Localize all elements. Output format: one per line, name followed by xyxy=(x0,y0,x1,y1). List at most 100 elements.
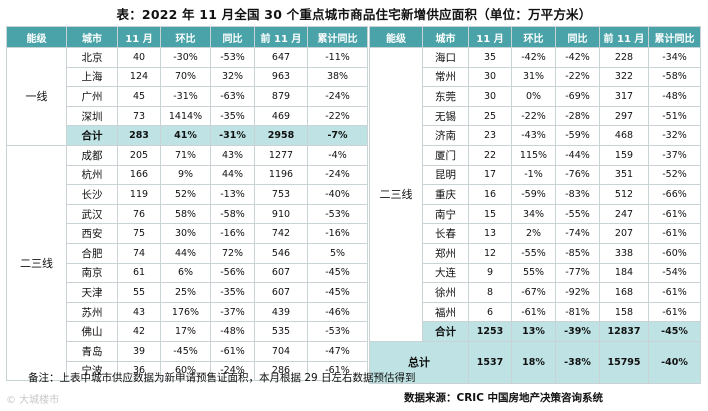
nov-value-cell: 1253 xyxy=(468,321,512,342)
ytd-yoy-cell: -54% xyxy=(648,262,701,284)
yoy-cell: -35% xyxy=(210,282,255,303)
table-row: 合肥 74 44% 72% 546 5% xyxy=(7,242,368,264)
city-cell: 常州 xyxy=(422,66,469,88)
city-cell: 郑州 xyxy=(422,242,469,264)
table-row: 重庆 16 -59% -83% 512 -66% xyxy=(370,184,701,205)
nov-value-cell: 12 xyxy=(468,242,512,264)
city-cell: 西安 xyxy=(66,223,118,244)
data-source: 数据来源：CRIC 中国房地产决策咨询系统 xyxy=(404,392,604,404)
city-cell: 合计 xyxy=(422,321,469,342)
table-row: 长春 13 2% -74% 207 -61% xyxy=(370,223,701,244)
header-row: 能级 城市 11 月环比 同比前 11 月累计同比 xyxy=(369,26,701,48)
ytd-value-cell: 207 xyxy=(599,223,649,244)
header-row: 能级 城市 11 月环比 同比前 11 月累计同比 xyxy=(6,26,368,48)
ytd-yoy-cell: -11% xyxy=(307,47,368,68)
ytd-value-cell: 546 xyxy=(254,242,308,264)
ytd-value-cell: 351 xyxy=(599,164,649,186)
city-cell: 重庆 xyxy=(422,184,469,205)
table-row: 上海 124 70% 32% 963 38% xyxy=(7,66,368,88)
ytd-yoy-cell: -52% xyxy=(648,164,701,186)
nov-value-cell: 40 xyxy=(117,47,161,68)
city-cell: 厦门 xyxy=(422,144,469,166)
nov-value-cell: 43 xyxy=(117,301,161,323)
ytd-value-cell: 607 xyxy=(254,262,308,284)
ytd-yoy-cell: 5% xyxy=(307,242,368,264)
nov-value-cell: 30 xyxy=(468,66,512,88)
ytd-yoy-cell: -24% xyxy=(307,86,368,107)
mom-cell: -59% xyxy=(511,184,556,205)
mom-cell: -1% xyxy=(511,164,556,186)
yoy-cell: -59% xyxy=(555,125,600,146)
mom-cell: 55% xyxy=(511,262,556,284)
ytd-yoy-cell: -45% xyxy=(307,282,368,303)
city-cell: 合肥 xyxy=(66,242,118,264)
ytd-yoy-cell: -45% xyxy=(648,321,701,342)
table-row: 广州 45 -31% -63% 879 -24% xyxy=(7,86,368,107)
ytd-yoy-cell: -60% xyxy=(648,242,701,264)
mom-cell: 13% xyxy=(511,321,556,342)
city-cell: 南宁 xyxy=(422,203,469,225)
ytd-yoy-cell: -66% xyxy=(648,184,701,205)
nov-value-cell: 30 xyxy=(468,86,512,107)
ytd-value-cell: 2958 xyxy=(254,125,308,146)
yoy-cell: -58% xyxy=(210,203,255,225)
subtotal-row: 合计 283 41% -31% 2958 -7% xyxy=(7,125,368,146)
mom-cell: 58% xyxy=(160,203,211,225)
mom-cell: -61% xyxy=(511,301,556,323)
table-row: 杭州 166 9% 44% 1196 -24% xyxy=(7,164,368,186)
table-row: 深圳 73 1414% -35% 469 -22% xyxy=(7,105,368,127)
yoy-cell: -92% xyxy=(555,282,600,303)
city-cell: 青岛 xyxy=(66,340,118,362)
nov-value-cell: 25 xyxy=(468,105,512,127)
ytd-value-cell: 879 xyxy=(254,86,308,107)
yoy-cell: -44% xyxy=(555,144,600,166)
ytd-value-cell: 468 xyxy=(599,125,649,146)
mom-cell: -42% xyxy=(511,47,556,68)
mom-cell: 17% xyxy=(160,321,211,342)
yoy-cell: -53% xyxy=(210,47,255,68)
column-header: 环比 xyxy=(511,26,556,48)
city-cell: 大连 xyxy=(422,262,469,284)
column-header: 能级 xyxy=(6,26,67,48)
mom-cell: 115% xyxy=(511,144,556,166)
column-header: 环比 xyxy=(160,26,211,48)
yoy-cell: -22% xyxy=(555,66,600,88)
nov-value-cell: 55 xyxy=(117,282,161,303)
yoy-cell: -55% xyxy=(555,203,600,225)
yoy-cell: -48% xyxy=(210,321,255,342)
mom-cell: 44% xyxy=(160,242,211,264)
mom-cell: 18% xyxy=(511,340,556,384)
table-row: 长沙 119 52% -13% 753 -40% xyxy=(7,184,368,205)
nov-value-cell: 17 xyxy=(468,164,512,186)
yoy-cell: -39% xyxy=(555,321,600,342)
mom-cell: 30% xyxy=(160,223,211,244)
ytd-yoy-cell: -46% xyxy=(307,301,368,323)
mom-cell: -45% xyxy=(160,340,211,362)
table-row: 宁波 36 60% -24% 286 -61% xyxy=(7,360,368,382)
city-cell: 无锡 xyxy=(422,105,469,127)
ytd-yoy-cell: -61% xyxy=(648,223,701,244)
ytd-value-cell: 158 xyxy=(599,301,649,323)
ytd-value-cell: 469 xyxy=(254,105,308,127)
ytd-yoy-cell: -40% xyxy=(307,184,368,205)
city-cell: 海口 xyxy=(422,47,469,68)
nov-value-cell: 205 xyxy=(117,144,161,166)
mom-cell: 1414% xyxy=(160,105,211,127)
table-row: 二三线 成都 205 71% 43% 1277 -4% xyxy=(6,144,368,382)
yoy-cell: -56% xyxy=(210,262,255,284)
table-row: 苏州 43 176% -37% 439 -46% xyxy=(7,301,368,323)
city-cell: 长春 xyxy=(422,223,469,244)
ytd-yoy-cell: -61% xyxy=(307,360,368,382)
column-header: 前 11 月 xyxy=(599,26,649,48)
mom-cell: 70% xyxy=(160,66,211,88)
grand-total-row: 总计 1537 18% -38% 15795 -40% xyxy=(369,340,701,384)
table-row: 南京 61 6% -56% 607 -45% xyxy=(7,262,368,284)
mom-cell: -30% xyxy=(160,47,211,68)
right-table-body: 二三线 海口 35 -42% -42% 228 -34% 常州 30 31% -22% 322 -58%… xyxy=(369,47,701,384)
ytd-value-cell: 184 xyxy=(599,262,649,284)
ytd-value-cell: 1277 xyxy=(254,144,308,166)
table-row: 佛山 42 17% -48% 535 -53% xyxy=(7,321,368,342)
column-header: 城市 xyxy=(66,26,118,48)
column-header: 累计同比 xyxy=(648,26,701,48)
left-table-body: 一线 北京 40 -30% -53% 647 -11% 上海 124 70% 32% 963 38% 广州… xyxy=(6,47,368,382)
